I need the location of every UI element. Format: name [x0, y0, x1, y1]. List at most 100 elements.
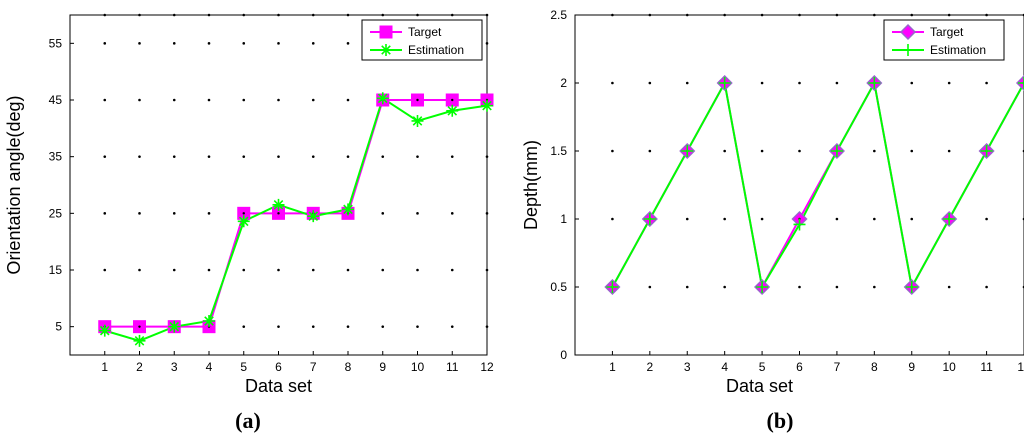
- x-tick-label: 1: [609, 360, 616, 374]
- point-center-dot: [416, 98, 419, 102]
- legend-swatch-marker: [379, 25, 393, 39]
- grid-dot: [138, 212, 141, 215]
- x-tick-label: 12: [480, 360, 494, 374]
- grid-dot: [381, 155, 385, 158]
- y-tick-label: 0: [560, 348, 567, 362]
- x-tick-label: 2: [136, 360, 143, 374]
- panel-label-open: (: [235, 408, 242, 433]
- grid-dot: [723, 285, 726, 289]
- point-estimation: [342, 203, 354, 216]
- point-estimation: [943, 213, 956, 225]
- grid-dot: [685, 217, 689, 221]
- y-tick-label: 55: [49, 36, 63, 50]
- grid-dot: [611, 81, 614, 85]
- grid-dot: [207, 42, 211, 45]
- grid-dot: [346, 155, 350, 158]
- grid-dot: [381, 325, 385, 328]
- x-tick-label: 5: [240, 360, 247, 374]
- point-estimation: [980, 145, 993, 157]
- grid-dot: [103, 42, 107, 45]
- legend-swatch-marker: [902, 44, 914, 56]
- grid-dot: [242, 42, 246, 45]
- point-center-dot: [277, 212, 280, 215]
- series-line-estimation: [611, 80, 1024, 290]
- grid-dot: [760, 81, 764, 85]
- grid-dot: [985, 217, 988, 221]
- x-tick-label: 8: [345, 360, 352, 374]
- x-tick-label: 6: [796, 360, 803, 374]
- legend-label: Target: [930, 25, 964, 39]
- x-axis-label: Data set: [726, 376, 793, 396]
- grid-dot: [985, 285, 988, 289]
- grid-dot: [277, 42, 280, 45]
- grid-dot: [172, 98, 176, 102]
- grid-dot: [648, 285, 652, 289]
- grid-dot: [910, 81, 914, 85]
- y-axis-label: Orientation angle(deg): [4, 95, 24, 274]
- grid-dot: [103, 98, 107, 102]
- grid-dot: [242, 325, 246, 328]
- y-tick-label: 45: [49, 93, 63, 107]
- panel-label-open: (: [767, 408, 774, 433]
- point-estimation: [1018, 77, 1024, 89]
- grid-dot: [873, 285, 876, 289]
- grid-dot: [450, 212, 454, 215]
- grid-dot: [947, 81, 951, 85]
- grid-dot: [685, 81, 689, 85]
- x-axis-label: Data set: [245, 376, 312, 396]
- grid-dot: [311, 42, 315, 45]
- grid-dot: [798, 81, 801, 85]
- grid-dot: [947, 149, 951, 153]
- grid-dot: [207, 98, 211, 102]
- grid-dot: [450, 268, 454, 272]
- x-tick-label: 12: [1017, 360, 1024, 374]
- panel-label-letter: a: [243, 408, 254, 433]
- x-tick-label: 6: [275, 360, 282, 374]
- grid-dot: [648, 149, 652, 153]
- grid-dot: [798, 149, 801, 153]
- x-tick-label: 11: [446, 360, 459, 374]
- x-tick-label: 7: [310, 360, 317, 374]
- grid-dot: [242, 268, 246, 272]
- grid-dot: [873, 149, 876, 153]
- panel-label: (a): [235, 408, 261, 433]
- grid-dot: [985, 81, 988, 85]
- point-estimation: [718, 77, 731, 89]
- point-estimation: [481, 99, 493, 112]
- x-tick-label: 9: [379, 360, 386, 374]
- x-tick-label: 4: [206, 360, 213, 374]
- grid-dot: [207, 155, 211, 158]
- point-estimation: [830, 145, 843, 157]
- x-tick-label: 4: [721, 360, 728, 374]
- grid-dot: [381, 212, 385, 215]
- y-tick-label: 25: [49, 206, 63, 220]
- point-estimation: [868, 77, 881, 89]
- legend: Target Estimation: [361, 19, 483, 61]
- series-line-target: [611, 80, 1024, 290]
- point-estimation: [237, 215, 250, 228]
- x-tick-label: 9: [908, 360, 915, 374]
- y-tick-label: 1: [560, 212, 567, 226]
- panel-label: (b): [767, 408, 794, 433]
- point-estimation: [203, 315, 215, 327]
- grid-dot: [685, 285, 689, 289]
- x-tick-label: 3: [684, 360, 691, 374]
- grid-dot: [947, 285, 951, 289]
- point-center-dot: [138, 325, 141, 328]
- y-tick-label: 35: [49, 150, 63, 164]
- y-axis-label: Depth(mm): [521, 140, 541, 230]
- grid-dot: [723, 149, 726, 153]
- grid-dot: [138, 155, 141, 158]
- panel-label-letter: b: [774, 408, 786, 433]
- legend: Target Estimation: [883, 19, 1005, 61]
- grid-dot: [138, 42, 141, 45]
- point-estimation: [133, 334, 146, 347]
- plot-frame: [574, 14, 1024, 356]
- grid-dot: [835, 217, 839, 221]
- point-center-dot: [451, 98, 454, 102]
- grid-dot: [648, 81, 652, 85]
- legend-label: Estimation: [930, 43, 986, 57]
- panel-label-close: ): [254, 408, 261, 433]
- grid-dot: [416, 155, 419, 158]
